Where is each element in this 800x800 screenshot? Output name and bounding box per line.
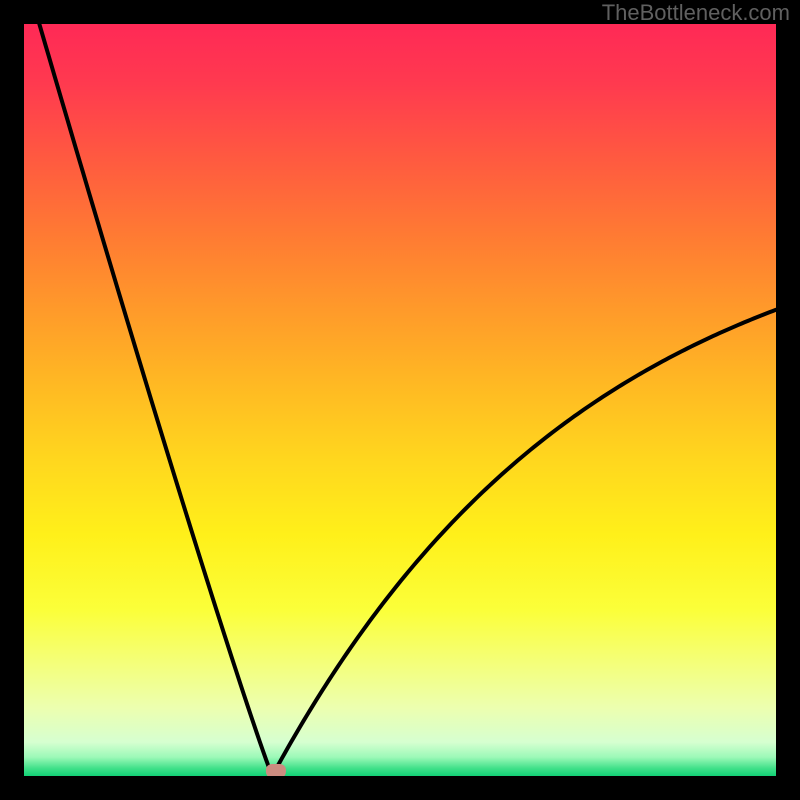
watermark-text: TheBottleneck.com — [602, 0, 790, 25]
optimal-point-marker — [266, 764, 286, 778]
chart-gradient-background — [24, 24, 776, 776]
chart-container: TheBottleneck.com — [0, 0, 800, 800]
bottleneck-chart: TheBottleneck.com — [0, 0, 800, 800]
